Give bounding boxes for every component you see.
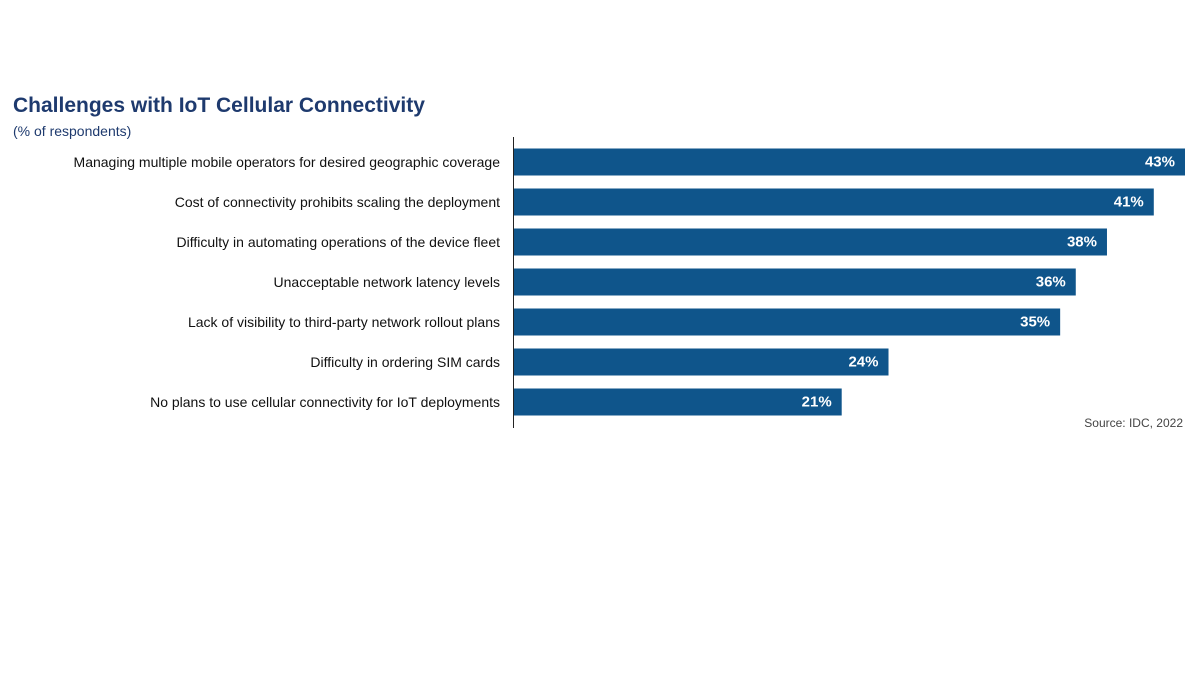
category-label: Cost of connectivity prohibits scaling t… — [175, 194, 500, 210]
bar — [514, 188, 1154, 216]
bar — [514, 348, 889, 376]
category-label: Difficulty in automating operations of t… — [177, 234, 501, 250]
bar — [514, 228, 1107, 256]
bars-group: Managing multiple mobile operators for d… — [74, 148, 1185, 416]
value-label: 43% — [1145, 154, 1175, 171]
chart-title: Challenges with IoT Cellular Connectivit… — [13, 94, 425, 117]
bar — [514, 308, 1061, 336]
value-label: 41% — [1114, 194, 1144, 211]
source-note: Source: IDC, 2022 — [1084, 416, 1183, 430]
category-label: No plans to use cellular connectivity fo… — [150, 394, 500, 410]
value-label: 24% — [848, 354, 878, 371]
bar — [514, 268, 1076, 296]
category-label: Difficulty in ordering SIM cards — [310, 354, 500, 370]
bar — [514, 148, 1185, 176]
value-label: 38% — [1067, 234, 1097, 251]
category-label: Managing multiple mobile operators for d… — [74, 154, 501, 170]
chart-subtitle: (% of respondents) — [13, 123, 132, 139]
category-label: Unacceptable network latency levels — [274, 274, 500, 290]
category-label: Lack of visibility to third-party networ… — [188, 314, 500, 330]
value-label: 21% — [802, 394, 832, 411]
bar — [514, 388, 842, 416]
value-label: 35% — [1020, 314, 1050, 331]
value-label: 36% — [1036, 274, 1066, 291]
